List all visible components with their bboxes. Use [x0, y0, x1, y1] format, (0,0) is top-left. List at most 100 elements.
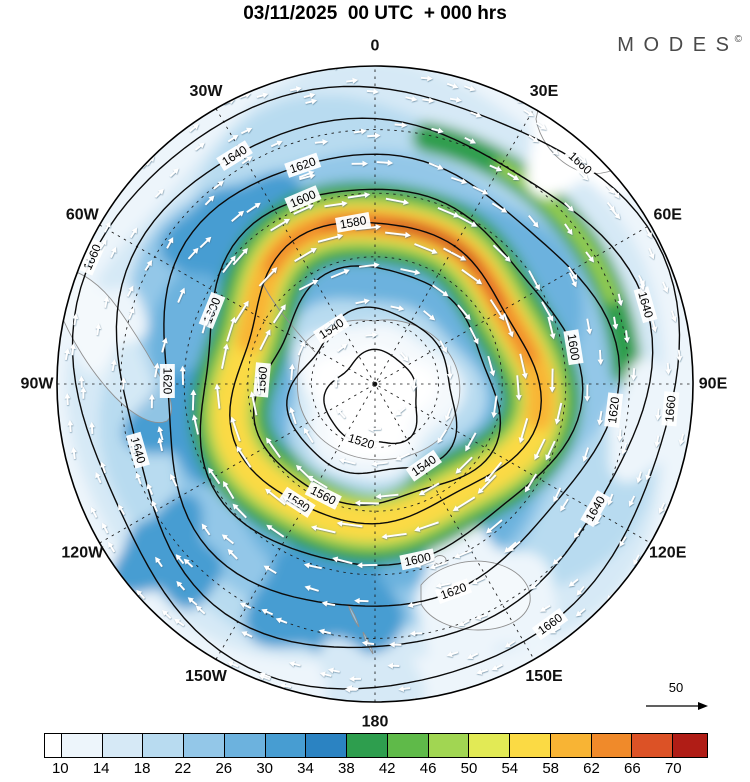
wind-arrow-head — [341, 343, 348, 350]
wind-arrow — [456, 214, 478, 227]
wind-arrow — [371, 460, 388, 467]
wind-arrow-shaft — [586, 318, 591, 331]
wind-arrow-shaft — [448, 365, 451, 376]
wind-arrow-head — [648, 253, 655, 260]
wind-arrow — [429, 561, 448, 570]
wind-arrow-head — [464, 313, 471, 320]
wind-arrow — [144, 260, 153, 271]
contour-label: 1580 — [335, 212, 372, 233]
wind-arrow-head — [540, 124, 547, 130]
wind-arrow — [547, 316, 556, 340]
wind-arrow — [366, 88, 379, 95]
wind-arrow-head — [409, 630, 416, 637]
wind-arrow — [484, 461, 503, 483]
wind-arrow-shaft — [457, 549, 473, 557]
wind-arrow — [536, 122, 547, 130]
wind-arrow-head — [110, 359, 117, 365]
wind-arrow — [476, 668, 488, 675]
wind-arrow — [194, 142, 205, 151]
colorbar-tick-label: 34 — [297, 760, 314, 777]
wind-arrow-head — [198, 142, 205, 149]
wind-arrow — [289, 86, 302, 93]
wind-arrow-head — [504, 255, 511, 262]
wind-arrow — [227, 549, 238, 560]
wind-arrow-shaft — [338, 410, 346, 419]
wind-arrow — [528, 270, 540, 291]
wind-arrow — [259, 329, 271, 351]
wind-arrow-shaft — [340, 522, 363, 528]
wind-arrow — [594, 514, 602, 526]
wind-arrow — [174, 618, 185, 627]
wind-arrow-head — [623, 337, 630, 344]
meridian-label-60E: 60E — [653, 207, 682, 224]
wind-arrow-head — [174, 618, 181, 625]
wind-arrow-head — [455, 96, 462, 103]
wind-arrow-head — [552, 149, 559, 156]
wind-arrow — [205, 304, 216, 326]
contour-line-1600 — [199, 188, 584, 567]
colorbar-tick-label: 50 — [460, 760, 478, 777]
wind-arrow-head — [402, 355, 409, 362]
wind-arrow — [554, 402, 563, 425]
wind-arrow-head — [362, 160, 368, 167]
wind-arrow — [266, 437, 281, 459]
wind-arrow — [288, 661, 301, 667]
wind-arrow-head — [343, 269, 350, 275]
wind-arrow-head — [411, 385, 418, 391]
contour-label-bg — [304, 480, 342, 510]
wind-arrow — [639, 278, 646, 291]
wind-arrow-shaft — [233, 303, 248, 324]
wind-arrow-shaft — [526, 473, 538, 490]
wind-arrow-shaft — [457, 304, 469, 318]
wind-arrow-shaft — [457, 456, 473, 472]
contour-label-bg — [342, 429, 380, 454]
wind-arrow-head — [100, 461, 106, 468]
wind-arrow-head — [411, 95, 418, 102]
wind-arrow-shaft — [598, 410, 603, 422]
wind-arrow-head — [639, 284, 646, 291]
wind-arrow-head — [128, 307, 135, 314]
wind-arrow — [439, 340, 447, 353]
chart-title: 03/11/2025 00 UTC + 000 hrs — [243, 3, 507, 24]
contour-label: 1600 — [399, 548, 436, 571]
wind-arrow — [324, 319, 336, 330]
wind-arrow-head — [95, 323, 102, 330]
wind-arrow — [233, 300, 249, 324]
wind-arrow-head — [586, 328, 593, 335]
wind-arrow — [420, 75, 433, 82]
contour-label-bg — [434, 578, 473, 605]
wind-arrow — [365, 332, 378, 339]
wind-arrow — [549, 626, 561, 634]
wind-arrow-head — [651, 326, 658, 333]
wind-arrow-head — [395, 409, 402, 416]
wind-arrow — [154, 188, 164, 198]
wind-arrow — [577, 154, 587, 164]
wind-arrow — [232, 247, 248, 266]
wind-arrow — [191, 414, 199, 435]
wind-arrow-shaft — [290, 410, 297, 425]
wind-arrow-head — [179, 287, 186, 294]
wind-arrow-head — [452, 505, 459, 511]
colorbar-cell — [591, 734, 633, 757]
wind-arrow-head — [67, 419, 74, 426]
wind-arrow-shaft — [307, 564, 322, 570]
wind-arrow-head — [486, 527, 493, 534]
wind-arrow-shaft — [193, 418, 199, 435]
contour-label-bg — [531, 608, 569, 641]
wind-arrow — [183, 558, 194, 568]
wind-arrow-shaft — [520, 418, 529, 440]
wind-arrow — [303, 562, 322, 570]
wind-arrow — [467, 652, 479, 660]
wind-arrow-head — [101, 238, 107, 246]
wind-arrow — [227, 134, 239, 143]
colorbar-cell — [632, 734, 674, 757]
wind-arrow-shaft — [231, 419, 241, 442]
wind-arrow-head — [208, 467, 214, 474]
wind-arrow — [575, 608, 586, 617]
contour-label: 1660 — [661, 391, 680, 427]
wind-arrow — [389, 641, 402, 648]
wind-arrow-head — [130, 440, 136, 447]
wind-arrow — [470, 111, 482, 118]
wind-arrow-shaft — [561, 498, 569, 509]
wind-arrow-head — [148, 394, 155, 400]
